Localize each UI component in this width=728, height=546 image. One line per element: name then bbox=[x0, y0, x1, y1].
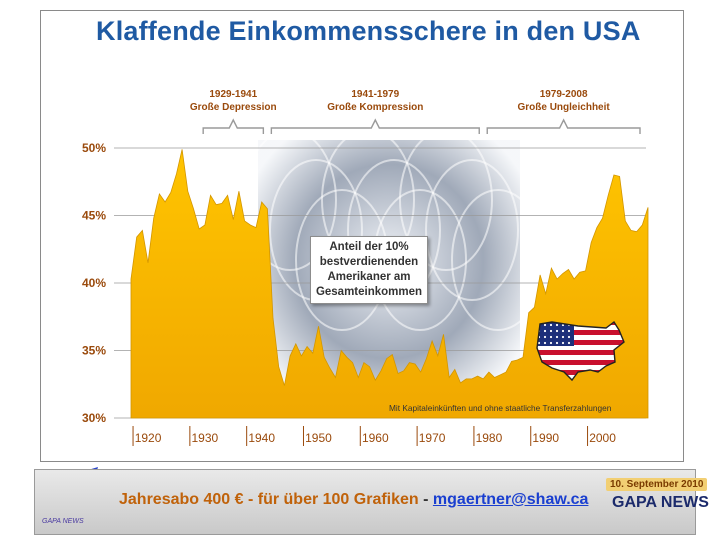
series-label-text: Anteil der 10% bestverdienenden Amerikan… bbox=[315, 241, 423, 298]
period-label-depression: 1929-1941 Große Depression bbox=[168, 88, 298, 114]
x-tick-label: 1920 bbox=[135, 431, 162, 445]
flag-star bbox=[549, 323, 553, 327]
flag-star bbox=[555, 341, 559, 345]
chart-note: Mit Kapitaleinkünften und ohne staatlich… bbox=[389, 403, 612, 413]
footer-brand: GAPA NEWS bbox=[612, 494, 709, 511]
flag-star bbox=[543, 329, 547, 333]
flag-stripe bbox=[537, 365, 624, 370]
chart-title: Klaffende Einkommensschere in den USA bbox=[96, 16, 641, 46]
flag-stripe bbox=[537, 335, 624, 340]
period-years: 1979-2008 bbox=[539, 89, 588, 100]
period-name: Große Ungleichheit bbox=[517, 102, 610, 113]
footer-separator: - bbox=[423, 491, 429, 508]
coin-edge bbox=[425, 159, 519, 301]
x-tick-label: 1990 bbox=[532, 431, 559, 445]
flag-star bbox=[537, 341, 541, 345]
flag-stripe bbox=[537, 325, 624, 330]
period-name: Große Kompression bbox=[327, 102, 424, 113]
usa-outline bbox=[536, 320, 625, 382]
flag-stripe bbox=[537, 340, 624, 345]
x-tick-label: 1930 bbox=[192, 431, 219, 445]
flag-star bbox=[561, 341, 565, 345]
flag-star bbox=[567, 329, 571, 333]
flag-star bbox=[567, 341, 571, 345]
flag-star bbox=[549, 329, 553, 333]
x-tick-label: 1940 bbox=[248, 431, 275, 445]
x-tick-label: 1970 bbox=[419, 431, 446, 445]
income-share-area bbox=[130, 149, 649, 419]
flag-star bbox=[549, 341, 553, 345]
flag-stripe bbox=[537, 330, 624, 335]
footer-email-link[interactable]: mgaertner@shaw.ca bbox=[432, 491, 589, 508]
series-label-box: Anteil der 10% bestverdienenden Amerikan… bbox=[310, 236, 428, 304]
flag-canton bbox=[537, 322, 574, 346]
x-axis: 1920 1930 1940 1950 1960 1970 1980 1990 2000 bbox=[132, 426, 616, 446]
period-brackets bbox=[202, 118, 641, 134]
flag-star bbox=[561, 335, 565, 339]
flag-star bbox=[555, 329, 559, 333]
flag-stripe bbox=[537, 350, 624, 355]
flag-star bbox=[561, 329, 565, 333]
flag-stripe bbox=[537, 360, 624, 365]
x-tick-label: 1960 bbox=[362, 431, 389, 445]
y-tick-label: 40% bbox=[82, 276, 106, 290]
y-tick-label: 50% bbox=[82, 141, 106, 155]
logo-caption: GAPA NEWS bbox=[42, 518, 84, 525]
flag-stripe bbox=[537, 345, 624, 350]
period-years: 1929-1941 bbox=[209, 89, 258, 100]
period-bracket bbox=[270, 118, 480, 134]
footer-bar bbox=[34, 469, 696, 535]
period-years: 1941-1979 bbox=[351, 89, 400, 100]
footer-promo: Jahresabo 400 € - für über 100 Grafiken bbox=[119, 491, 419, 508]
period-label-inequality: 1979-2008 Große Ungleichheit bbox=[499, 88, 629, 114]
flag-stripe bbox=[537, 355, 624, 360]
y-tick-label: 45% bbox=[82, 209, 106, 223]
footer-date: 10. September 2010 bbox=[606, 478, 708, 491]
coin-edge bbox=[451, 189, 545, 331]
y-tick-label: 35% bbox=[82, 344, 106, 358]
period-name: Große Depression bbox=[189, 102, 277, 113]
flag-star bbox=[543, 323, 547, 327]
coin-edge bbox=[399, 129, 493, 271]
footer-promo-line: Jahresabo 400 € - für über 100 Grafiken … bbox=[119, 491, 588, 509]
flag-star bbox=[567, 335, 571, 339]
flag-star bbox=[555, 323, 559, 327]
x-tick-label: 1980 bbox=[476, 431, 503, 445]
period-label-compression: 1941-1979 Große Kompression bbox=[310, 88, 440, 114]
flag-star bbox=[543, 335, 547, 339]
x-tick-label: 2000 bbox=[589, 431, 616, 445]
x-tick-label: 1950 bbox=[305, 431, 332, 445]
flag-star bbox=[549, 335, 553, 339]
flag-star bbox=[555, 335, 559, 339]
period-bracket bbox=[486, 118, 641, 134]
flag-star bbox=[543, 341, 547, 345]
y-tick-label: 30% bbox=[82, 411, 106, 425]
y-axis: 50% 45% 40% 35% 30% bbox=[82, 141, 106, 425]
period-bracket bbox=[202, 118, 265, 134]
coin-edge bbox=[243, 129, 337, 271]
